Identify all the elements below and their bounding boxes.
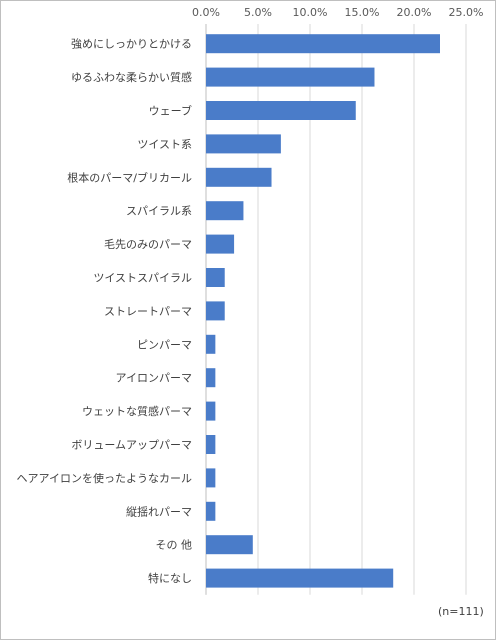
bar [206,535,253,555]
category-label: 縦揺れパーマ [126,505,192,518]
bar [206,435,216,454]
x-tick-label: 0.0% [192,6,220,19]
bar [206,101,356,120]
bar [206,167,272,187]
category-label: ツイスト系 [137,138,192,151]
category-label: ヘアアイロンを使ったようなカール [17,472,192,485]
category-label: ウェーブ [149,104,192,118]
bar [206,468,216,488]
x-tick-label: 10.0% [293,6,328,19]
category-label: 毛先のみのパーマ [104,238,192,251]
sample-size-note: (n=111) [438,605,484,618]
bar [206,134,281,154]
category-label: ストレートパーマ [104,305,192,318]
category-label: 特になし [148,571,192,585]
bar [206,501,216,521]
category-label: ボリュームアップパーマ [71,439,192,452]
bar [206,301,225,321]
x-tick-label: 20.0% [397,6,432,19]
bar [206,401,216,421]
x-tick-label: 25.0% [449,6,484,19]
category-label: ゆるふわな柔らかい質感 [71,70,192,84]
category-label: ツイストスパイラル [93,272,192,285]
bar [206,67,375,87]
category-label: 根本のパーマ/ブリカール [67,170,192,184]
category-label: 強めにしっかりとかける [71,38,192,51]
category-label: アイロンパーマ [116,372,192,385]
x-tick-label: 5.0% [244,6,272,19]
bar [206,234,235,254]
bar [206,568,394,588]
category-label: スパイラル系 [126,205,192,218]
bar [206,268,225,287]
category-label: その 他 [156,539,193,552]
bar [206,34,440,54]
bar [206,201,244,221]
bar [206,334,216,354]
bar [206,368,216,388]
category-label: ウェットな質感パーマ [82,404,192,418]
x-tick-label: 15.0% [345,6,380,19]
category-label: ピンパーマ [137,338,192,351]
